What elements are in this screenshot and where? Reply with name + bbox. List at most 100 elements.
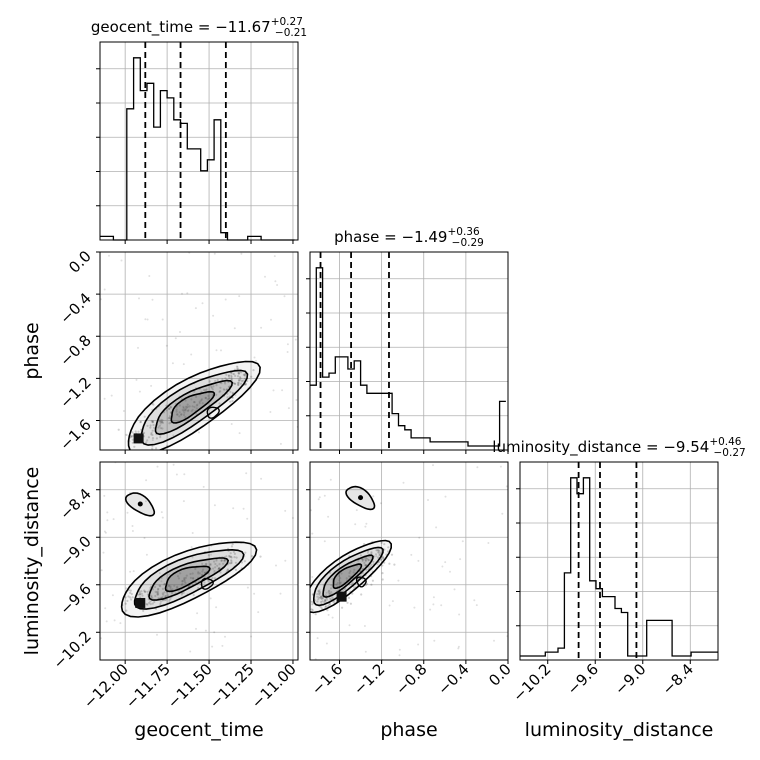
- sample-point: [381, 578, 384, 581]
- sample-point: [276, 284, 279, 286]
- sample-point: [202, 485, 205, 488]
- sample-point: [304, 600, 306, 602]
- sample-point: [338, 579, 341, 582]
- sample-point: [329, 597, 332, 600]
- sample-point: [317, 590, 320, 593]
- sample-point: [175, 586, 178, 589]
- contour-level: [170, 390, 216, 424]
- sample-point: [317, 592, 321, 595]
- x-tick-label: −1.6: [308, 660, 346, 698]
- sample-point: [157, 592, 160, 595]
- sample-point: [217, 568, 220, 571]
- sample-point: [150, 419, 153, 423]
- sample-point: [214, 379, 217, 383]
- sample-point: [197, 586, 200, 590]
- sample-point: [209, 562, 212, 566]
- sample-point: [316, 600, 319, 603]
- sample-point: [104, 531, 107, 534]
- sample-point: [349, 570, 352, 573]
- sample-point: [371, 579, 374, 582]
- x-tick-label: −11.00: [248, 660, 300, 712]
- panel-2d-frame-geocent_time-luminosity_distance: [99, 461, 299, 661]
- sample-point: [228, 376, 231, 380]
- sample-point: [175, 473, 178, 476]
- sample-point: [432, 603, 435, 606]
- sample-point: [233, 373, 236, 376]
- sample-point: [240, 252, 243, 255]
- sample-point: [175, 410, 178, 413]
- sample-point: [151, 597, 154, 600]
- sample-point: [143, 537, 146, 539]
- sample-point: [433, 639, 436, 642]
- sample-point: [131, 431, 134, 434]
- sample-point: [190, 410, 193, 413]
- sample-point: [324, 606, 327, 609]
- sample-point: [173, 584, 176, 587]
- sample-point: [150, 594, 153, 598]
- sample-point: [130, 592, 133, 596]
- y-tick-label: −8.4: [56, 485, 94, 523]
- sample-point: [240, 380, 244, 383]
- sample-point: [181, 580, 184, 583]
- sample-point: [317, 498, 320, 501]
- sample-point: [229, 552, 232, 555]
- sample-point: [203, 576, 206, 579]
- sample-point: [272, 389, 275, 392]
- sample-point: [131, 441, 134, 444]
- sample-point: [185, 574, 188, 577]
- sample-point: [473, 599, 476, 602]
- sample-point: [169, 405, 172, 409]
- sample-point: [319, 595, 323, 598]
- sample-point: [376, 549, 379, 552]
- sample-point: [402, 481, 405, 484]
- sample-point: [236, 381, 239, 385]
- sample-point: [163, 599, 166, 602]
- sample-point: [230, 545, 233, 548]
- sample-point: [375, 555, 378, 558]
- sample-point: [260, 326, 263, 329]
- sample-point: [198, 402, 201, 405]
- sample-point: [143, 415, 146, 418]
- sample-point: [237, 371, 240, 375]
- sample-point: [417, 643, 420, 646]
- sample-point: [219, 571, 222, 574]
- sample-point: [376, 551, 379, 554]
- sample-point: [441, 565, 444, 568]
- sample-point: [291, 517, 294, 519]
- sample-point: [132, 570, 135, 573]
- sample-point: [364, 564, 367, 567]
- sample-point: [158, 584, 161, 587]
- sample-point: [210, 386, 213, 389]
- sample-point: [200, 390, 203, 393]
- x-tick-label: 0.0: [485, 660, 515, 690]
- sample-point: [130, 436, 133, 439]
- sample-point: [168, 599, 171, 603]
- sample-point: [137, 430, 140, 433]
- sample-point: [131, 530, 134, 532]
- sample-point: [196, 612, 199, 615]
- sample-point: [317, 589, 320, 593]
- sample-point: [225, 373, 228, 376]
- sample-point: [183, 580, 186, 583]
- sample-point: [160, 420, 163, 423]
- contour-level: [133, 548, 245, 610]
- sample-point: [167, 417, 170, 420]
- sample-point: [164, 594, 168, 598]
- sample-point: [137, 346, 139, 349]
- sample-point: [345, 577, 348, 580]
- sample-point: [364, 559, 367, 562]
- sample-point: [319, 592, 322, 595]
- sample-point: [230, 559, 233, 562]
- sample-point: [192, 401, 196, 404]
- sample-point: [167, 594, 170, 597]
- sample-point: [364, 563, 367, 567]
- sample-point: [209, 597, 212, 600]
- histogram-geocent_time: [100, 57, 295, 241]
- sample-point: [319, 596, 322, 599]
- sample-point: [235, 365, 239, 368]
- sample-point: [168, 416, 171, 420]
- sample-point: [349, 602, 352, 605]
- sample-point: [182, 409, 185, 412]
- sample-point: [129, 570, 132, 573]
- sample-point: [180, 593, 183, 596]
